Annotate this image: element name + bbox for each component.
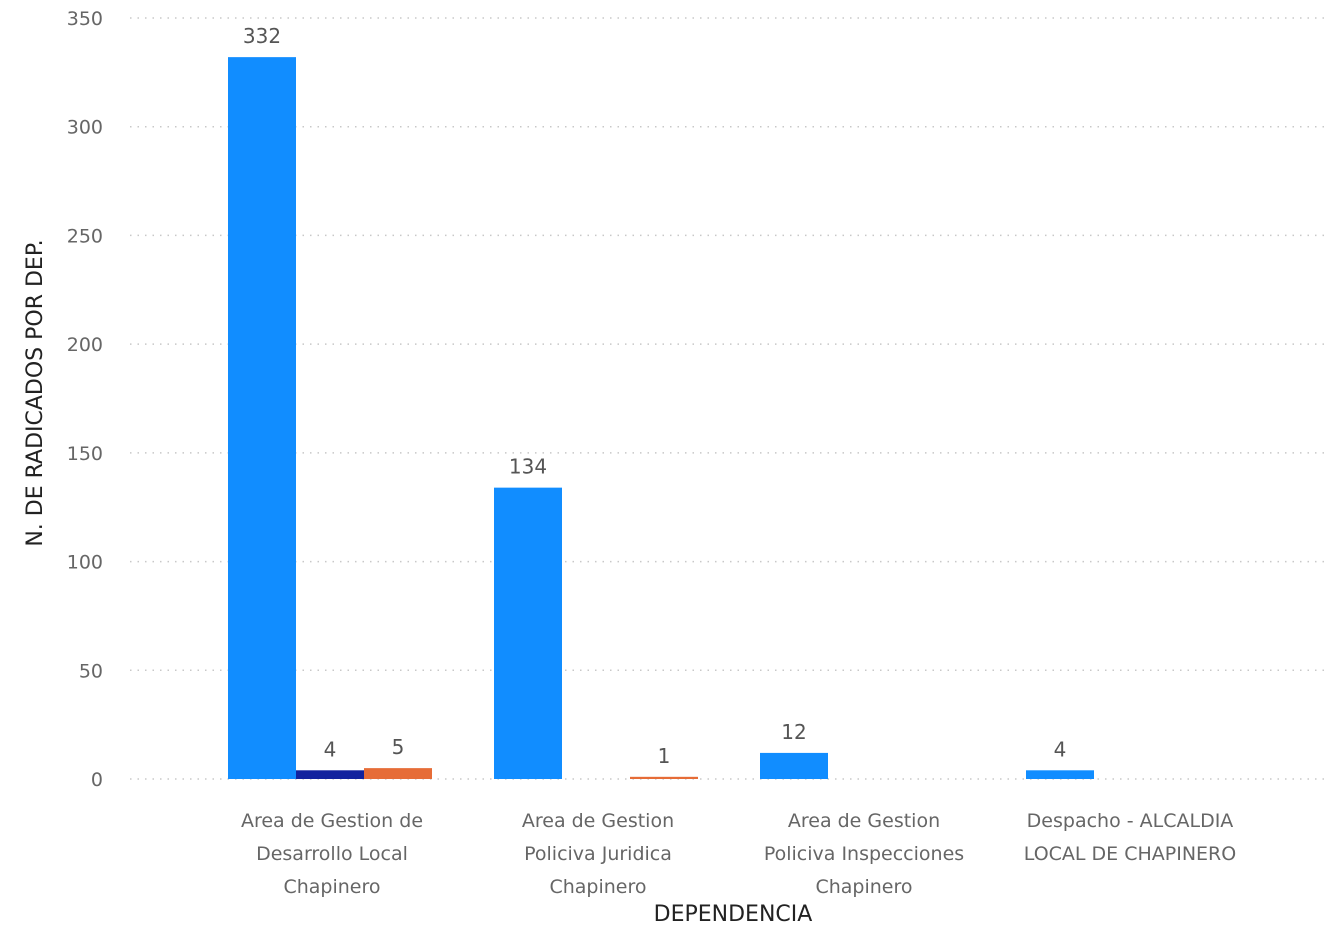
x-category-label-line: Policiva Inspecciones [764,843,964,865]
bar-data-label: 1 [658,744,671,768]
x-category-label-line: Despacho - ALCALDIA [1027,810,1234,832]
x-axis-categories: Area de Gestion de Desarrollo Local Chapin… [241,810,1236,898]
x-category-label-line: Area de Gestion [522,810,674,832]
x-category-label-line: Chapinero [549,876,646,898]
x-category-label-line: Desarrollo Local [256,843,408,865]
y-tick-label: 200 [67,334,103,356]
x-category-label: Area de Gestion Policiva Inspecciones Chap… [764,810,964,898]
gridlines [130,17,1330,780]
bar[interactable] [228,57,296,779]
y-tick-label: 100 [67,552,103,574]
y-tick-label: 50 [79,660,103,682]
y-tick-label: 250 [67,225,103,247]
x-category-label-line: Chapinero [283,876,380,898]
bar[interactable] [364,768,432,779]
data-labels: 332 4 5 134 1 12 4 [243,24,1066,768]
bar-data-label: 134 [509,455,547,479]
y-tick-label: 150 [67,443,103,465]
bar[interactable] [296,770,364,779]
x-category-label-line: LOCAL DE CHAPINERO [1024,843,1236,865]
x-axis-title: DEPENDENCIA [654,902,813,927]
x-category-label: Area de Gestion de Desarrollo Local Chapin… [241,810,423,898]
bar-data-label: 4 [324,737,337,761]
bar-data-label: 12 [781,720,806,744]
bar[interactable] [1026,770,1094,779]
x-category-label: Despacho - ALCALDIA LOCAL DE CHAPINERO [1024,810,1236,865]
bars [228,57,1094,779]
y-tick-label: 300 [67,117,103,139]
bar[interactable] [630,776,698,779]
bar[interactable] [760,752,828,779]
y-tick-label: 350 [67,8,103,30]
bar-data-label: 5 [392,735,405,759]
x-category-label: Area de Gestion Policiva Juridica Chapiner… [522,810,674,898]
y-axis-ticks: 0 50 100 150 200 250 300 350 [67,8,103,791]
x-category-label-line: Area de Gestion [788,810,940,832]
y-tick-label: 0 [91,769,103,791]
bar[interactable] [494,487,562,779]
x-category-label-line: Chapinero [815,876,912,898]
x-category-label-line: Area de Gestion de [241,810,423,832]
bar-data-label: 332 [243,24,281,48]
y-axis-title: N. DE RADICADOS POR DEP. [23,239,48,546]
x-category-label-line: Policiva Juridica [524,843,672,865]
bar-data-label: 4 [1054,737,1067,761]
